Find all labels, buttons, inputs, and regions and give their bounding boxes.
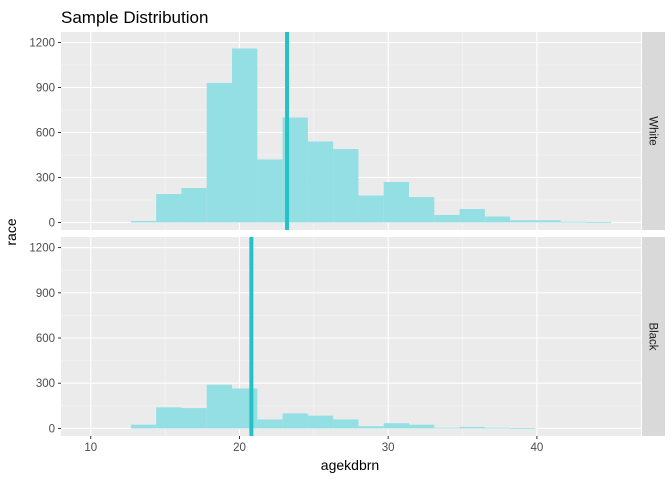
- histogram-bar: [510, 428, 536, 429]
- histogram-bar: [560, 221, 586, 223]
- histogram-bar: [156, 194, 182, 223]
- facet-strip: [642, 32, 665, 230]
- histogram-bar: [130, 221, 157, 223]
- x-tick-labels: 10 20 30 40: [84, 436, 543, 454]
- chart-title: Sample Distribution: [61, 8, 208, 27]
- histogram-bar: [156, 407, 182, 429]
- x-tick-label: 40: [530, 442, 543, 454]
- y-axis-title: race: [3, 218, 19, 245]
- histogram-bar: [484, 216, 511, 223]
- panel-black: 0 300 600 900 1200 Black: [29, 237, 665, 436]
- x-axis-title: agekdbrn: [321, 457, 379, 473]
- histogram-bar: [257, 419, 283, 429]
- histogram-bar: [585, 222, 612, 223]
- facet-strip: [642, 237, 665, 436]
- histogram-bar: [358, 426, 384, 429]
- y-tick-label: 0: [49, 423, 55, 435]
- histogram-bar: [307, 415, 334, 429]
- histogram-bar: [510, 220, 536, 223]
- histogram-bar: [232, 48, 258, 223]
- panel-white: 0 300 600 900 1200 White: [29, 32, 665, 230]
- histogram-bar: [358, 195, 384, 223]
- histogram-bar: [383, 182, 409, 223]
- histogram-bar: [206, 384, 233, 429]
- histogram-bar: [307, 141, 334, 223]
- y-tick-label: 300: [36, 173, 55, 185]
- histogram-bar: [232, 388, 258, 429]
- histogram-bar: [459, 209, 485, 223]
- facet-strip-label: White: [647, 116, 659, 145]
- histogram-bar: [535, 220, 561, 223]
- x-tick-label: 30: [382, 442, 395, 454]
- histogram-bar: [409, 424, 435, 429]
- x-tick-label: 10: [84, 442, 97, 454]
- facet-strip-label: Black: [647, 322, 659, 350]
- panels: 0 300 600 900 1200 White 0 300 600 900 1200 Black: [29, 32, 665, 436]
- histogram-bar: [434, 215, 460, 223]
- histogram-bar: [333, 149, 359, 223]
- histogram-bar: [459, 426, 485, 429]
- histogram-bar: [181, 408, 207, 429]
- histogram-bar: [484, 427, 511, 429]
- y-tick-label: 1200: [29, 38, 55, 50]
- y-tick-label: 900: [36, 83, 55, 95]
- y-tick-label: 300: [36, 378, 55, 390]
- histogram-bar: [206, 83, 233, 223]
- histogram-bar: [257, 159, 283, 223]
- y-tick-label: 600: [36, 128, 55, 140]
- x-tick-label: 20: [233, 442, 246, 454]
- histogram-bar: [383, 423, 409, 429]
- histogram-bar: [333, 419, 359, 429]
- y-tick-label: 900: [36, 288, 55, 300]
- histogram-bar: [434, 427, 460, 429]
- histogram-bar: [181, 188, 207, 223]
- histogram-bar: [282, 413, 308, 429]
- panel-background: [61, 237, 641, 436]
- y-tick-label: 600: [36, 333, 55, 345]
- histogram-bar: [130, 424, 157, 429]
- y-tick-label: 0: [49, 218, 55, 230]
- histogram-bar: [409, 197, 435, 223]
- y-tick-label: 1200: [29, 243, 55, 255]
